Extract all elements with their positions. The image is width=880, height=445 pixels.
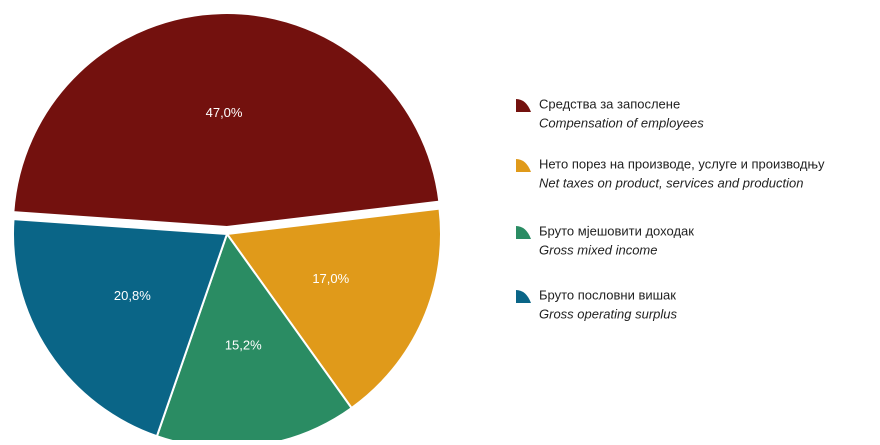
legend-label: Средства за запослене [539, 96, 680, 111]
data-label: 17,0% [312, 271, 349, 286]
legend-label: Бруто пословни вишак [539, 287, 676, 302]
pie-slice [12, 218, 229, 438]
legend-label: Нето порез на производе, услуге и произв… [539, 156, 825, 171]
legend-label-en: Compensation of employees [539, 115, 704, 130]
pie-slice [225, 207, 442, 410]
pie-slice [12, 12, 441, 229]
legend-swatch [516, 159, 531, 172]
legend-swatch [516, 226, 531, 239]
legend-swatch [516, 290, 531, 303]
data-label: 20,8% [114, 288, 151, 303]
legend-label-en: Gross operating surplus [539, 306, 678, 321]
data-label: 47,0% [206, 105, 243, 120]
legend-swatch [516, 99, 531, 112]
legend-label-en: Gross mixed income [539, 242, 657, 257]
data-label: 15,2% [225, 338, 262, 353]
legend-label-en: Net taxes on product, services and produ… [539, 175, 803, 190]
legend-label: Бруто мјешовити доходак [539, 223, 694, 238]
